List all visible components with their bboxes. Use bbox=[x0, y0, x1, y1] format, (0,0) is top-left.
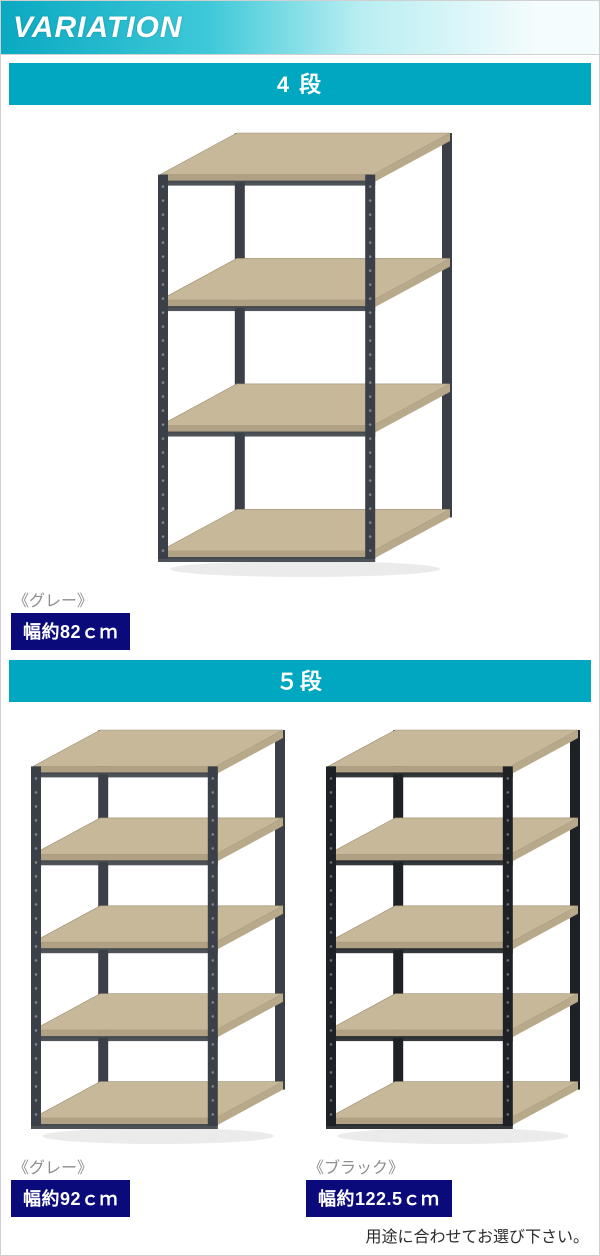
width-badge: 幅約82ｃｍ bbox=[11, 613, 130, 650]
color-label: 《グレー》 bbox=[13, 587, 591, 611]
color-label: 《グレー》 bbox=[13, 1154, 296, 1178]
product-cell-grey-92: 《グレー》 幅約92ｃｍ bbox=[9, 710, 296, 1217]
color-label: 《ブラック》 bbox=[308, 1154, 591, 1178]
product-cell-grey-82: 《グレー》 幅約82ｃｍ bbox=[9, 113, 591, 650]
section-title-4tier: 4 段 bbox=[9, 63, 591, 105]
section-title-5tier: ５段 bbox=[9, 660, 591, 702]
product-row-5tier: 《グレー》 幅約92ｃｍ 《ブラック》 幅約122.5ｃｍ bbox=[1, 706, 599, 1219]
product-row-4tier: 《グレー》 幅約82ｃｍ bbox=[1, 109, 599, 652]
shelf-image-5tier-grey bbox=[13, 710, 293, 1150]
product-variation-panel: VARIATION 4 段 《グレー》 幅約82ｃｍ ５段 《グレー》 幅約92… bbox=[0, 0, 600, 1256]
width-badge: 幅約92ｃｍ bbox=[11, 1180, 130, 1217]
product-cell-black-122: 《ブラック》 幅約122.5ｃｍ bbox=[304, 710, 591, 1217]
footnote: 用途に合わせてお選び下さい。 bbox=[1, 1219, 599, 1255]
shelf-image-4tier-grey bbox=[140, 113, 460, 583]
header-banner: VARIATION bbox=[1, 1, 599, 55]
header-title: VARIATION bbox=[13, 11, 183, 45]
width-badge: 幅約122.5ｃｍ bbox=[306, 1180, 452, 1217]
shelf-image-5tier-black bbox=[308, 710, 588, 1150]
